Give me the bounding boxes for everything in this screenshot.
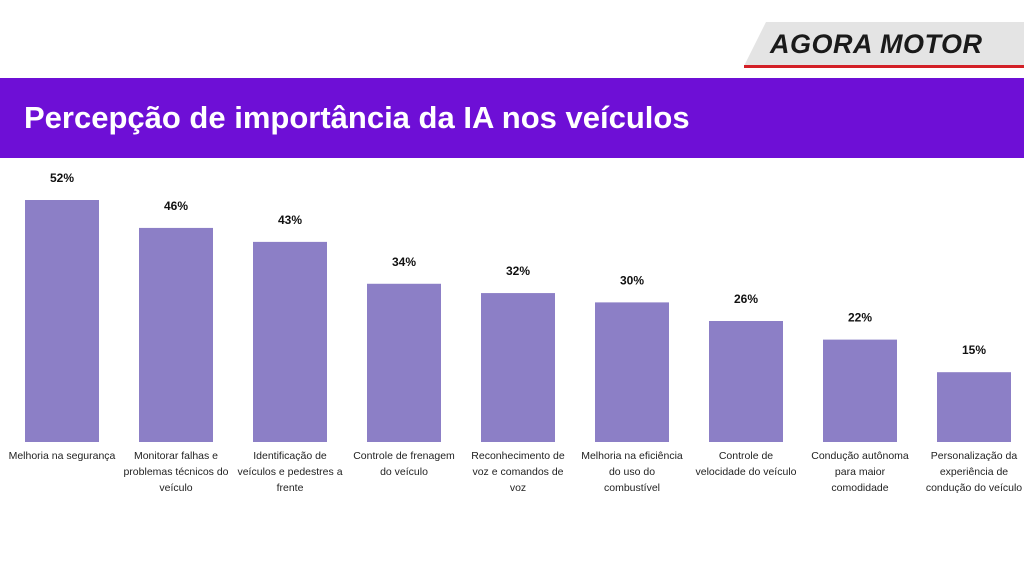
value-label-4: 34% (392, 255, 416, 269)
logo-accent-line (744, 65, 1024, 68)
bar-8 (823, 339, 897, 442)
category-label-4: Controle de frenagem do veículo (353, 450, 455, 478)
bar-3 (253, 241, 327, 442)
category-label-9: Personalização da experiência de condução … (926, 450, 1022, 494)
value-label-3: 43% (278, 213, 302, 227)
category-label-2: Monitorar falhas e problemas técnicos do v… (123, 450, 228, 494)
chart-canvas: 52% Melhoria na segurança 46% Monitorar fal… (9, 171, 1023, 494)
category-label-6: Melhoria na eficiência do uso do combustív… (581, 450, 683, 494)
category-label-3: Identificação de veículos e pedestres a fr… (237, 450, 342, 494)
page-title: Percepção de importância da IA nos veícu… (24, 100, 690, 135)
value-label-5: 32% (506, 264, 530, 278)
value-label-8: 22% (848, 311, 872, 325)
title-banner: Percepção de importância da IA nos veícu… (0, 78, 1024, 158)
category-label-8: Condução autônoma para maior comodidade (811, 450, 909, 494)
brand-logo[interactable]: AGORA MOTOR (744, 22, 1024, 68)
value-label-1: 52% (50, 171, 74, 185)
bar-7 (709, 321, 783, 442)
bar-6 (595, 302, 669, 442)
value-label-2: 46% (164, 199, 188, 213)
category-label-7: Controle de velocidade do veículo (696, 450, 797, 478)
bar-1 (25, 200, 99, 442)
bar-5 (481, 293, 555, 442)
value-label-6: 30% (620, 273, 644, 287)
value-label-7: 26% (734, 292, 758, 306)
logo-background (744, 22, 1024, 66)
bar-4 (367, 283, 441, 442)
value-label-9: 15% (962, 343, 986, 357)
bar-chart: 52% Melhoria na segurança 46% Monitorar fal… (0, 158, 1024, 500)
bar-2 (139, 227, 213, 442)
logo-text: AGORA MOTOR (770, 29, 983, 59)
footer-space (0, 500, 1024, 576)
bar-9 (937, 372, 1011, 442)
category-label-1: Melhoria na segurança (9, 450, 116, 462)
category-label-5: Reconhecimento de voz e comandos de voz (471, 450, 565, 494)
